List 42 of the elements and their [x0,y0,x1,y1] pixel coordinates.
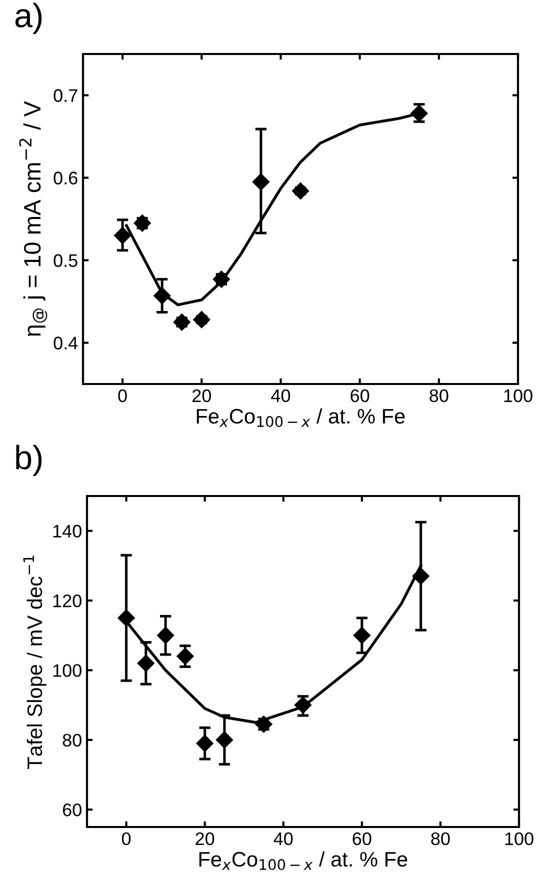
x-tick-label: 80 [430,389,448,402]
point [412,568,430,585]
chart-title: b) [16,444,42,476]
point [196,734,214,752]
point [114,226,132,244]
x-tick-label: 80 [431,832,450,846]
point [252,173,270,190]
point [292,182,310,200]
y-tick-label: 0.6 [54,172,78,184]
y-tick-label: 80 [62,734,82,747]
point [294,696,312,714]
point [176,648,194,665]
x-tick-label: 40 [274,832,293,846]
point [173,314,190,331]
x-tick-label: 0 [118,389,127,402]
point [353,626,370,644]
x-tick-label: 20 [196,832,214,846]
y-axis-title: Tafel Slope / mV dec$^{−1}$ [23,556,46,769]
y-tick-label: 0.7 [54,89,78,102]
x-tick-label: 60 [350,389,370,402]
y-tick-label: 0.5 [54,254,78,267]
y-tick-label: 0.4 [54,336,78,350]
point [118,609,135,626]
x-axis-title: Fe$_{x}$Co$_{100−x}$ / at. % Fe [196,408,405,428]
point [216,731,234,748]
point [154,287,171,304]
y-axis-title: η$_{@}$ j = 10 mA cm$^{−2}$ / V [19,101,48,336]
x-axis-title: Fe$_{x}$Co$_{100−x}$ / at. % Fe [199,851,408,870]
point [137,654,154,672]
point [193,311,210,328]
x-tick-label: 100 [504,389,532,402]
point [156,626,174,644]
x-tick-label: 100 [505,832,534,846]
y-tick-label: 140 [53,524,82,538]
chart-title: a) [15,2,42,34]
y-tick-label: 60 [62,804,82,816]
x-tick-label: 0 [122,832,131,846]
x-tick-label: 40 [271,389,290,402]
x-tick-label: 60 [352,832,372,846]
y-tick-label: 100 [53,664,82,677]
y-tick-label: 120 [53,594,82,608]
x-tick-label: 20 [192,389,211,402]
